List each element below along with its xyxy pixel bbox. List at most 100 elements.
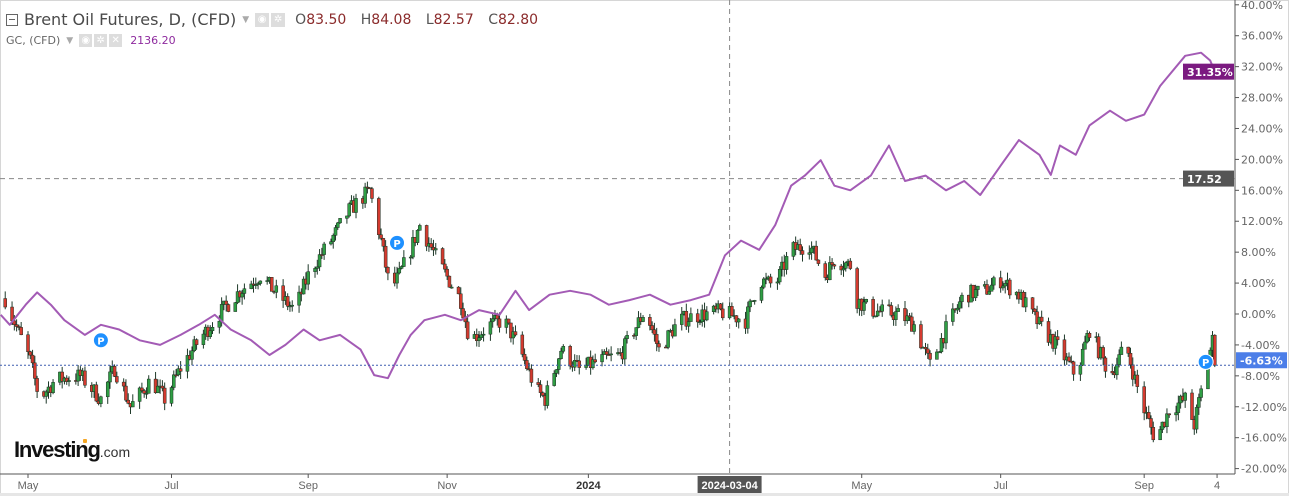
candle-up bbox=[99, 396, 103, 404]
candle-up bbox=[317, 254, 322, 268]
candle-down bbox=[440, 248, 445, 265]
candle-down bbox=[140, 387, 144, 391]
eye-icon[interactable]: ◉ bbox=[255, 12, 270, 27]
candle-up bbox=[951, 308, 955, 322]
candle-up bbox=[1117, 354, 1121, 366]
candle-up bbox=[477, 337, 481, 341]
event-marker-label[interactable]: P bbox=[97, 336, 104, 347]
candle-down bbox=[1128, 352, 1133, 366]
candle-up bbox=[108, 371, 112, 383]
investing-logo: Investing.com bbox=[14, 437, 130, 463]
candle-down bbox=[19, 327, 23, 336]
candle-up bbox=[274, 285, 279, 293]
event-marker[interactable] bbox=[92, 332, 109, 349]
caret-down-icon[interactable]: ▼ bbox=[242, 14, 250, 25]
gc-last-badge-label: 31.35% bbox=[1187, 66, 1233, 79]
candle-down bbox=[721, 308, 725, 319]
logo-suffix: .com bbox=[99, 444, 131, 460]
candle-up bbox=[1003, 283, 1007, 287]
candle-up bbox=[219, 304, 224, 322]
candle-up bbox=[67, 380, 71, 382]
main-series-title[interactable]: Brent Oil Futures, D, (CFD) bbox=[24, 10, 237, 29]
x-tick-label: May bbox=[851, 480, 872, 492]
candle-up bbox=[894, 311, 898, 320]
y-tick-label: 4.00% bbox=[1241, 277, 1276, 290]
candle-up bbox=[636, 317, 641, 328]
candle-down bbox=[798, 244, 802, 251]
x-tick-label: Jul bbox=[164, 480, 178, 492]
candle-up bbox=[176, 368, 181, 376]
candle-up bbox=[973, 289, 978, 299]
candle-up bbox=[172, 374, 176, 388]
y-tick-label: -8.00% bbox=[1241, 370, 1280, 383]
candle-up bbox=[490, 318, 495, 323]
candle-down bbox=[903, 308, 907, 322]
candle-up bbox=[600, 354, 604, 363]
candle-down bbox=[115, 376, 119, 383]
candle-up bbox=[784, 256, 789, 270]
candle-down bbox=[1055, 336, 1060, 341]
candle-down bbox=[1033, 308, 1037, 313]
candle-up bbox=[1080, 348, 1085, 366]
crosshair-date-badge bbox=[697, 476, 762, 493]
candle-down bbox=[33, 362, 37, 379]
gear-icon[interactable]: ✲ bbox=[94, 34, 108, 47]
candle-up bbox=[955, 307, 960, 311]
candle-down bbox=[593, 359, 597, 363]
candle-down bbox=[509, 322, 513, 339]
high-label: H bbox=[360, 11, 372, 28]
logo-dot bbox=[83, 439, 87, 443]
candle-down bbox=[285, 296, 290, 307]
candle-up bbox=[208, 330, 212, 337]
candle-up bbox=[395, 272, 399, 284]
event-marker-label[interactable]: P bbox=[1202, 358, 1209, 369]
candle-down bbox=[1067, 356, 1071, 362]
compare-series-title[interactable]: GC, (CFD) bbox=[6, 34, 61, 47]
candle-down bbox=[1071, 361, 1076, 375]
candle-down bbox=[800, 250, 805, 255]
candle-down bbox=[383, 245, 388, 268]
candle-up bbox=[397, 268, 402, 274]
candle-down bbox=[459, 293, 463, 309]
event-marker[interactable] bbox=[389, 234, 406, 251]
gear-icon[interactable]: ✲ bbox=[271, 12, 286, 27]
candle-down bbox=[730, 306, 734, 317]
candle-up bbox=[572, 360, 577, 368]
candle-down bbox=[379, 234, 383, 239]
candle-down bbox=[1062, 339, 1067, 361]
candle-up bbox=[939, 338, 944, 353]
candle-down bbox=[1046, 321, 1051, 343]
collapse-icon[interactable] bbox=[6, 13, 18, 26]
candle-up bbox=[680, 313, 684, 325]
candle-up bbox=[896, 308, 900, 312]
candle-up bbox=[828, 262, 832, 281]
eye-icon[interactable]: ◉ bbox=[79, 34, 93, 47]
candle-up bbox=[137, 387, 142, 402]
candle-up bbox=[705, 311, 709, 321]
candle-up bbox=[322, 243, 326, 255]
candle-up bbox=[1083, 341, 1087, 350]
y-tick-label: 16.00% bbox=[1241, 184, 1283, 197]
candle-up bbox=[777, 268, 782, 283]
x-tick-label: Nov bbox=[437, 480, 457, 492]
candle-down bbox=[35, 378, 39, 392]
candle-down bbox=[889, 305, 894, 316]
candle-down bbox=[650, 325, 654, 331]
candle-up bbox=[408, 256, 413, 259]
candle-down bbox=[1146, 412, 1151, 419]
candle-up bbox=[192, 339, 197, 352]
candle-down bbox=[848, 260, 853, 269]
event-marker-label[interactable]: P bbox=[393, 239, 400, 250]
candle-down bbox=[830, 262, 834, 265]
close-icon[interactable]: ✕ bbox=[109, 34, 123, 47]
candle-up bbox=[105, 381, 110, 398]
low-label: L bbox=[425, 11, 434, 28]
caret-down-icon[interactable]: ▼ bbox=[66, 35, 74, 46]
event-marker[interactable] bbox=[1197, 353, 1214, 370]
candle-up bbox=[807, 252, 812, 255]
brent-last-badge-label: -6.63% bbox=[1240, 355, 1283, 368]
candle-down bbox=[541, 392, 545, 396]
candle-down bbox=[816, 259, 821, 264]
candle-down bbox=[604, 351, 609, 355]
